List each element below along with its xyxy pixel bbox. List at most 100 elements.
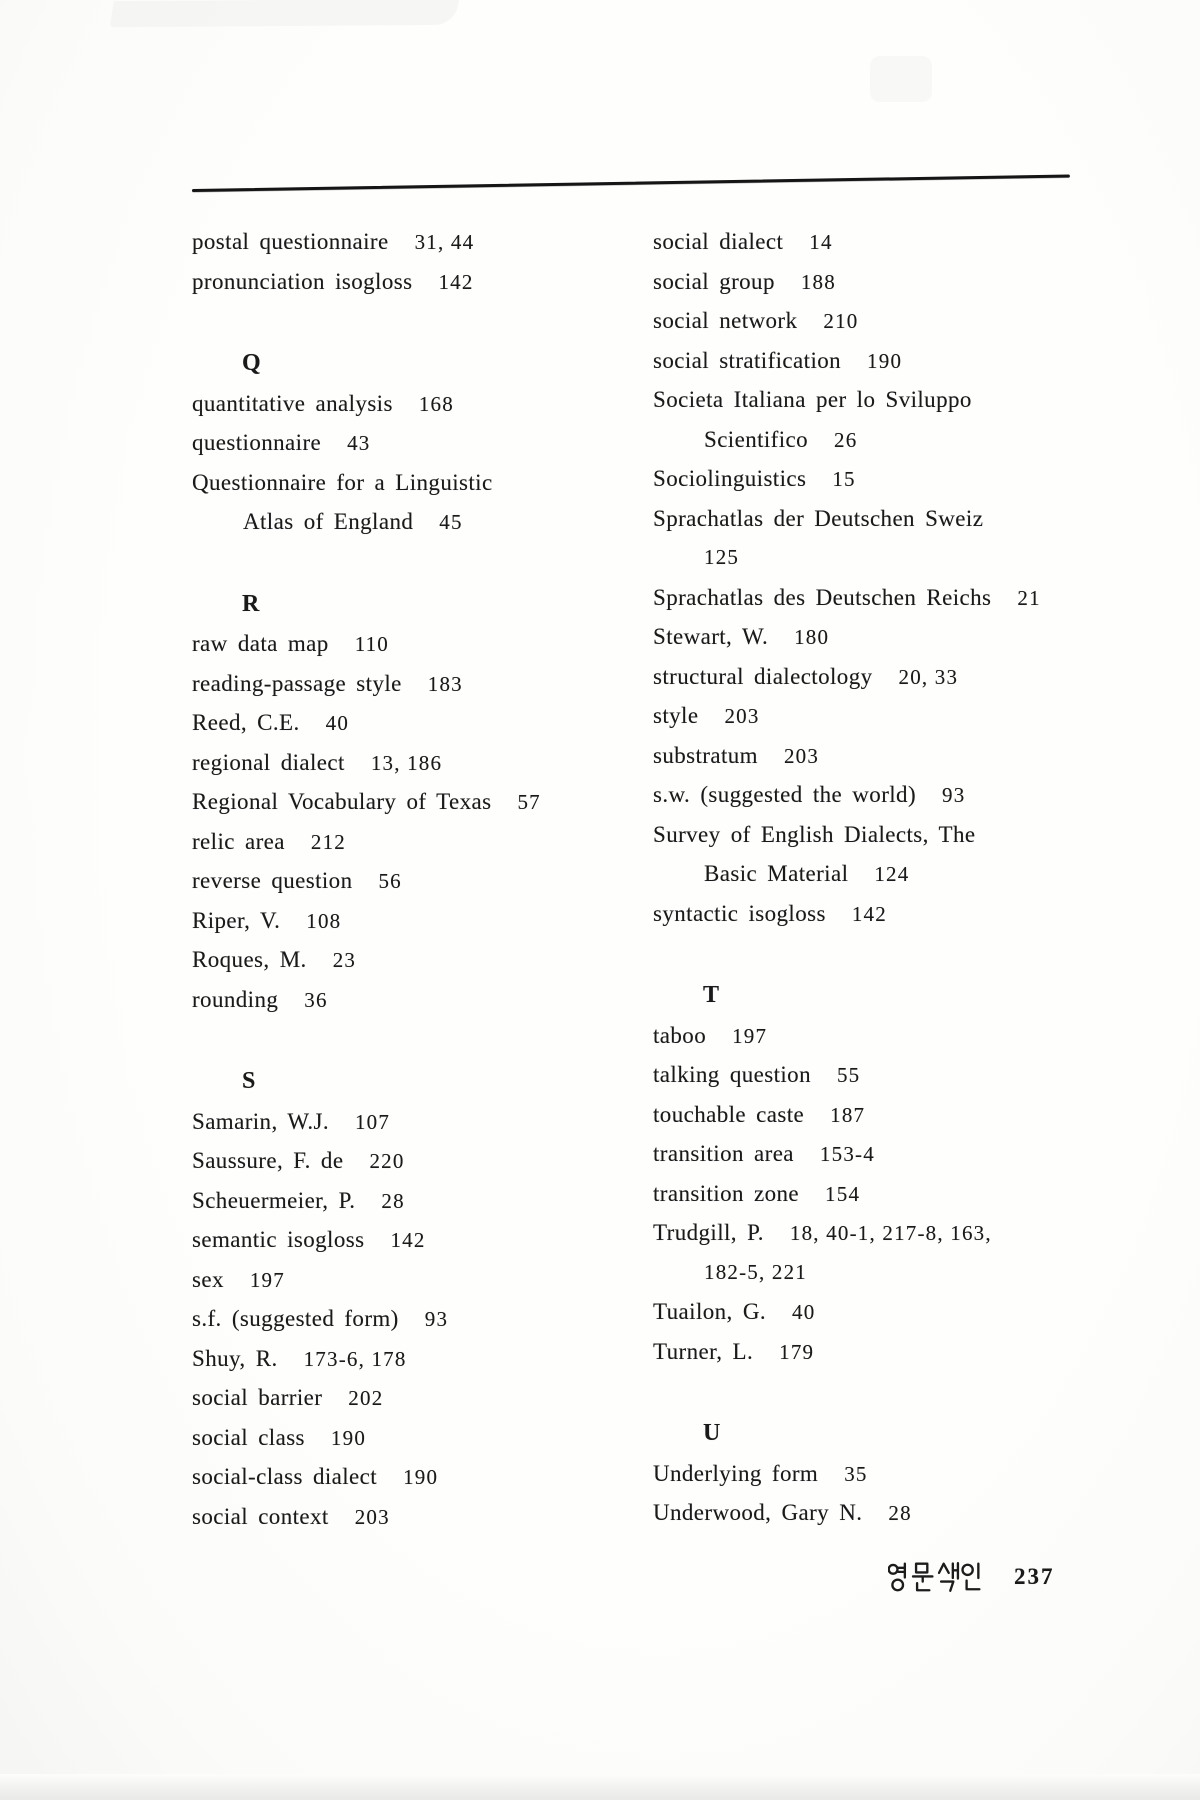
index-entry: touchable caste 187 bbox=[653, 1095, 1113, 1135]
entry-page-numbers: 40 bbox=[792, 1300, 816, 1324]
entry-page-numbers: 212 bbox=[310, 829, 347, 854]
entry-page-numbers: 125 bbox=[704, 545, 740, 569]
section-heading: S bbox=[192, 1062, 627, 1102]
entry-term: touchable caste bbox=[653, 1101, 805, 1127]
index-entry: social-class dialect 190 bbox=[192, 1457, 627, 1497]
entry-term: social dialect bbox=[653, 229, 784, 254]
entry-term: style bbox=[653, 703, 699, 728]
entry-term: taboo bbox=[653, 1022, 707, 1048]
entry-term: syntactic isogloss bbox=[653, 900, 826, 926]
page-footer: 영문색인 237 bbox=[888, 1558, 1055, 1596]
entry-term: Basic Material bbox=[704, 861, 849, 886]
entry-page-numbers: 56 bbox=[378, 869, 402, 893]
entry-page-numbers: 35 bbox=[844, 1461, 868, 1486]
index-entry-continuation: Scientifico 26 bbox=[653, 420, 1113, 460]
index-entry: Sprachatlas der Deutschen Sweiz bbox=[653, 499, 1113, 539]
entry-term: Shuy, R. bbox=[192, 1345, 278, 1371]
entry-term: Societa Italiana per lo Sviluppo bbox=[653, 387, 972, 412]
section-letter: U bbox=[703, 1420, 722, 1446]
index-entry: Saussure, F. de 220 bbox=[192, 1141, 627, 1181]
entry-page-numbers: 188 bbox=[800, 269, 836, 294]
entry-page-numbers: 93 bbox=[424, 1307, 449, 1331]
index-entry: Underwood, Gary N. 28 bbox=[653, 1493, 1113, 1533]
index-column-right: social dialect 14 social group 188 social ne… bbox=[653, 222, 1113, 1533]
entry-page-numbers: 142 bbox=[438, 269, 474, 294]
entry-page-numbers: 179 bbox=[779, 1339, 815, 1364]
entry-page-numbers: 202 bbox=[348, 1386, 384, 1410]
index-entry: Societa Italiana per lo Sviluppo bbox=[653, 380, 1113, 420]
entry-page-numbers: 154 bbox=[825, 1181, 861, 1206]
entry-page-numbers: 173-6, 178 bbox=[303, 1346, 407, 1371]
entry-term: substratum bbox=[653, 742, 758, 768]
entry-page-numbers: 18, 40-1, 217-8, 163, bbox=[789, 1221, 992, 1245]
index-entry: semantic isogloss 142 bbox=[192, 1220, 627, 1260]
index-entry: transition zone 154 bbox=[653, 1174, 1113, 1214]
entry-page-numbers: 14 bbox=[809, 230, 833, 254]
entry-page-numbers: 55 bbox=[836, 1063, 861, 1087]
index-entry: Regional Vocabulary of Texas 57 bbox=[192, 782, 627, 822]
section-letter: S bbox=[242, 1068, 257, 1094]
entry-page-numbers: 124 bbox=[874, 862, 910, 886]
entry-term: Scheuermeier, P. bbox=[192, 1187, 356, 1213]
entry-page-numbers: 197 bbox=[249, 1267, 285, 1292]
entry-term: social class bbox=[192, 1424, 305, 1450]
index-entry: s.w. (suggested the world) 93 bbox=[653, 775, 1113, 815]
entry-page-numbers: 183 bbox=[427, 671, 463, 696]
index-entry: reverse question 56 bbox=[192, 861, 627, 901]
entry-page-numbers: 45 bbox=[439, 510, 463, 534]
section-heading: Q bbox=[192, 344, 627, 384]
scan-artifact-top-right bbox=[870, 56, 932, 102]
index-entry: social dialect 14 bbox=[653, 222, 1113, 262]
index-entry: Riper, V. 108 bbox=[192, 901, 627, 941]
index-entry: Roques, M. 23 bbox=[192, 940, 627, 980]
index-entry: style 203 bbox=[653, 696, 1113, 736]
entry-term: questionnaire bbox=[192, 430, 322, 455]
entry-term: Trudgill, P. bbox=[653, 1220, 764, 1245]
entry-term: Underlying form bbox=[653, 1460, 819, 1486]
index-entry: social class 190 bbox=[192, 1418, 627, 1458]
entry-page-numbers: 23 bbox=[332, 948, 357, 972]
section-letter: Q bbox=[242, 350, 262, 376]
index-entry-continuation: 125 bbox=[653, 538, 1113, 578]
entry-term: s.f. (suggested form) bbox=[192, 1306, 399, 1331]
entry-term: regional dialect bbox=[192, 749, 345, 775]
entry-page-numbers: 107 bbox=[354, 1109, 391, 1134]
index-entry: structural dialectology 20, 33 bbox=[653, 657, 1113, 697]
top-rule bbox=[191, 174, 1070, 192]
index-entry: Reed, C.E. 40 bbox=[192, 703, 627, 743]
entry-page-numbers: 220 bbox=[369, 1149, 405, 1173]
index-entry-continuation: Basic Material 124 bbox=[653, 854, 1113, 894]
entry-page-numbers: 203 bbox=[783, 743, 820, 768]
section-heading: T bbox=[653, 976, 1113, 1016]
section-heading: R bbox=[192, 585, 627, 625]
index-entry: Stewart, W. 180 bbox=[653, 617, 1113, 657]
entry-term: Reed, C.E. bbox=[192, 710, 300, 735]
index-entry: syntactic isogloss 142 bbox=[653, 894, 1113, 934]
index-entry: sex 197 bbox=[192, 1260, 627, 1300]
section-letter: R bbox=[242, 590, 261, 617]
entry-term: transition zone bbox=[653, 1180, 800, 1206]
entry-page-numbers: 20, 33 bbox=[898, 664, 959, 689]
index-entry: reading-passage style 183 bbox=[192, 664, 627, 704]
entry-page-numbers: 36 bbox=[304, 987, 328, 1012]
entry-term: social network bbox=[653, 308, 798, 333]
index-entry: Scheuermeier, P. 28 bbox=[192, 1181, 627, 1221]
entry-page-numbers: 190 bbox=[330, 1425, 367, 1450]
index-column-left: postal questionnaire 31, 44 pronunciation … bbox=[192, 222, 627, 1536]
index-entry: questionnaire 43 bbox=[192, 423, 627, 463]
entry-page-numbers: 28 bbox=[381, 1188, 405, 1213]
entry-term: Sociolinguistics bbox=[653, 466, 807, 491]
index-entry: social context 203 bbox=[192, 1497, 627, 1537]
entry-page-numbers: 93 bbox=[942, 783, 966, 807]
section-heading: U bbox=[653, 1414, 1113, 1454]
index-entry: Turner, L. 179 bbox=[653, 1332, 1113, 1372]
entry-page-numbers: 168 bbox=[418, 391, 454, 416]
entry-term: semantic isogloss bbox=[192, 1227, 365, 1252]
index-entry: quantitative analysis 168 bbox=[192, 384, 627, 424]
entry-page-numbers: 26 bbox=[834, 427, 858, 452]
index-entry: taboo 197 bbox=[653, 1016, 1113, 1056]
index-entry: Sprachatlas des Deutschen Reichs 21 bbox=[653, 578, 1113, 618]
index-entry: Underlying form 35 bbox=[653, 1454, 1113, 1494]
index-entry: Samarin, W.J. 107 bbox=[192, 1102, 627, 1142]
